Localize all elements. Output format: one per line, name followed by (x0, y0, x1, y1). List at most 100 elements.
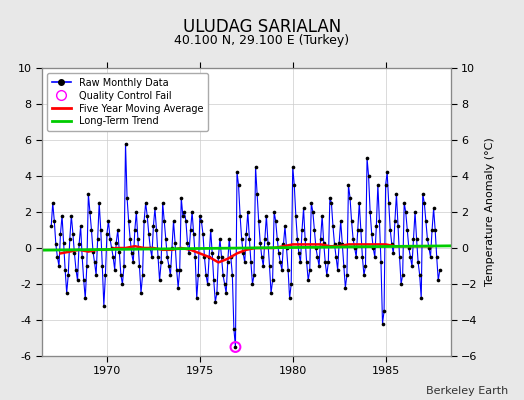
Point (431, 227, 439, 233)
Point (73, 277, 82, 284)
Point (163, 254, 171, 260)
Point (278, 266, 286, 273)
Point (305, 266, 314, 273)
Point (247, 259, 255, 266)
Point (248, 281, 257, 287)
Point (230, 326, 238, 332)
Point (122, 140, 130, 147)
Point (309, 209, 317, 215)
Point (425, 245, 433, 251)
Point (409, 236, 418, 242)
Point (259, 263, 268, 269)
Point (231, 344, 239, 350)
Point (267, 290, 275, 296)
Point (302, 259, 311, 266)
Point (226, 254, 235, 260)
Point (176, 266, 184, 273)
Point (375, 218, 384, 224)
Point (383, 169, 391, 176)
Point (166, 272, 174, 278)
Point (252, 164, 260, 170)
Point (52, 241, 60, 248)
Text: Berkeley Earth: Berkeley Earth (426, 386, 508, 396)
Point (237, 236, 246, 242)
Point (210, 277, 218, 284)
Point (117, 272, 125, 278)
Point (77, 223, 85, 230)
Text: 40.100 N, 29.100 E (Turkey): 40.100 N, 29.100 E (Turkey) (174, 34, 350, 47)
Point (177, 194, 185, 201)
Point (137, 290, 145, 296)
Point (271, 218, 280, 224)
Point (400, 200, 408, 206)
Point (343, 272, 351, 278)
Point (103, 230, 111, 237)
Point (53, 254, 62, 260)
Point (158, 200, 167, 206)
Point (435, 266, 444, 273)
Point (188, 209, 196, 215)
Point (62, 290, 71, 296)
Point (49, 200, 57, 206)
Point (344, 182, 353, 188)
Point (179, 212, 187, 219)
Point (199, 230, 207, 237)
Point (185, 250, 193, 257)
Point (101, 272, 110, 278)
Point (69, 230, 77, 237)
Point (61, 266, 69, 273)
Point (292, 212, 300, 219)
Point (109, 254, 117, 260)
Point (385, 200, 393, 206)
Point (58, 212, 66, 219)
Point (327, 200, 335, 206)
Point (182, 218, 190, 224)
Point (401, 209, 410, 215)
Point (221, 281, 229, 287)
Point (84, 191, 93, 197)
Point (336, 218, 345, 224)
Point (197, 218, 205, 224)
Point (214, 254, 223, 260)
Point (352, 254, 361, 260)
Point (301, 236, 309, 242)
Point (64, 272, 72, 278)
Point (187, 227, 195, 233)
Point (154, 254, 162, 260)
Point (369, 245, 377, 251)
Point (56, 230, 64, 237)
Point (338, 241, 346, 248)
Point (284, 266, 292, 273)
Point (282, 245, 291, 251)
Point (169, 218, 178, 224)
Point (258, 254, 266, 260)
Point (260, 236, 269, 242)
Point (124, 218, 133, 224)
Point (412, 236, 421, 242)
Point (357, 227, 365, 233)
Point (118, 281, 127, 287)
Point (104, 218, 113, 224)
Point (386, 227, 395, 233)
Point (200, 254, 209, 260)
Point (262, 212, 270, 219)
Point (127, 250, 136, 257)
Point (366, 209, 374, 215)
Point (217, 254, 226, 260)
Point (293, 236, 301, 242)
Point (206, 227, 215, 233)
Point (408, 263, 416, 269)
Point (378, 320, 387, 327)
Point (416, 272, 424, 278)
Point (233, 169, 241, 176)
Point (250, 272, 258, 278)
Point (78, 254, 86, 260)
Point (341, 284, 350, 291)
Point (333, 266, 342, 273)
Point (299, 205, 308, 212)
Point (191, 254, 199, 260)
Point (397, 281, 405, 287)
Point (236, 212, 244, 219)
Point (86, 209, 94, 215)
Point (315, 263, 323, 269)
